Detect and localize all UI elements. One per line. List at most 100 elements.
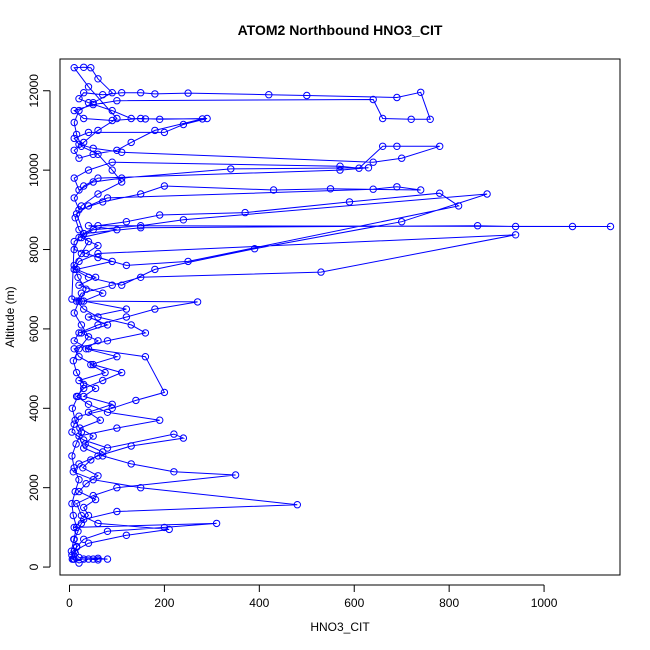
data-point (84, 333, 93, 341)
y-axis: 0 2000 4000 6000 8000 10000 12000 (27, 74, 51, 570)
data-point (72, 368, 81, 377)
data-point (74, 527, 82, 535)
x-tick-label: 0 (66, 596, 73, 610)
data-point (72, 297, 81, 305)
data-point (84, 539, 93, 547)
data-point (77, 519, 86, 528)
data-point (151, 126, 159, 135)
data-point (193, 298, 202, 306)
data-point (84, 166, 93, 174)
data-point (113, 114, 121, 123)
data-point (170, 430, 178, 438)
data-point (80, 138, 88, 147)
data-point (84, 555, 93, 563)
data-point (75, 460, 83, 468)
data-point (94, 126, 102, 135)
data-point (179, 434, 188, 442)
data-point (77, 202, 86, 210)
data-point (72, 440, 80, 448)
data-point (80, 114, 88, 123)
data-point (137, 190, 145, 198)
data-point (75, 186, 83, 194)
data-point (75, 432, 83, 440)
data-point (417, 186, 425, 194)
data-point (74, 273, 82, 281)
data-point (94, 75, 102, 83)
data-point (227, 165, 235, 173)
data-point (70, 420, 78, 428)
data-point (70, 194, 78, 202)
data-point (103, 194, 112, 202)
data-point (132, 396, 140, 405)
data-point (160, 182, 169, 190)
data-point (72, 210, 81, 218)
data-point (99, 448, 107, 456)
plot-frame (59, 58, 621, 576)
data-point (84, 99, 93, 107)
data-point (70, 134, 78, 143)
data-point (70, 146, 78, 155)
data-point (127, 321, 135, 329)
data-point (89, 491, 97, 500)
data-point (118, 174, 126, 182)
data-point (75, 281, 83, 289)
data-point (94, 222, 102, 230)
data-point (84, 237, 93, 246)
data-point (103, 408, 112, 416)
data-point (94, 337, 102, 345)
data-point (241, 208, 249, 217)
data-point (77, 329, 86, 337)
data-point (113, 97, 121, 105)
data-point (84, 222, 93, 230)
data-point (80, 63, 88, 72)
data-point (70, 547, 78, 555)
data-point (336, 162, 344, 170)
data-point (80, 384, 88, 393)
data-point (398, 218, 406, 226)
data-point (84, 408, 93, 416)
data-point (108, 281, 116, 289)
data-point (70, 337, 78, 345)
data-point (69, 468, 78, 476)
data-point (79, 464, 87, 472)
data-point (94, 556, 102, 564)
data-point (84, 345, 93, 353)
data-point (99, 376, 107, 385)
data-point (77, 233, 86, 242)
data-point (75, 353, 83, 361)
data-point (184, 257, 192, 266)
x-axis-label: HNO3_CIT (310, 620, 370, 634)
data-point (69, 357, 78, 365)
data-point (70, 309, 78, 317)
data-point (99, 198, 107, 206)
y-tick-label: 0 (27, 563, 41, 570)
data-point (89, 555, 97, 563)
data-point (94, 472, 102, 480)
data-point (108, 400, 116, 408)
data-point (108, 106, 116, 115)
data-point (72, 543, 81, 551)
data-point (75, 559, 83, 567)
data-point (379, 142, 387, 151)
data-point (94, 190, 102, 198)
data-point (113, 507, 121, 516)
data-point (75, 412, 83, 420)
data-point (80, 182, 88, 190)
data-point (82, 480, 90, 488)
data-point (103, 337, 112, 345)
data-point (118, 281, 126, 289)
data-point (231, 471, 240, 479)
chart-title: ATOM2 Northbound HNO3_CIT (238, 22, 443, 38)
data-point (87, 360, 95, 369)
data-point (407, 115, 415, 124)
data-point (393, 142, 401, 151)
data-point (99, 452, 107, 460)
data-point (77, 511, 86, 520)
data-point (336, 166, 344, 174)
data-point (127, 442, 135, 450)
data-point (108, 404, 116, 412)
data-point (160, 523, 169, 532)
data-point (118, 178, 126, 186)
data-point (184, 89, 192, 97)
data-point (70, 345, 78, 353)
